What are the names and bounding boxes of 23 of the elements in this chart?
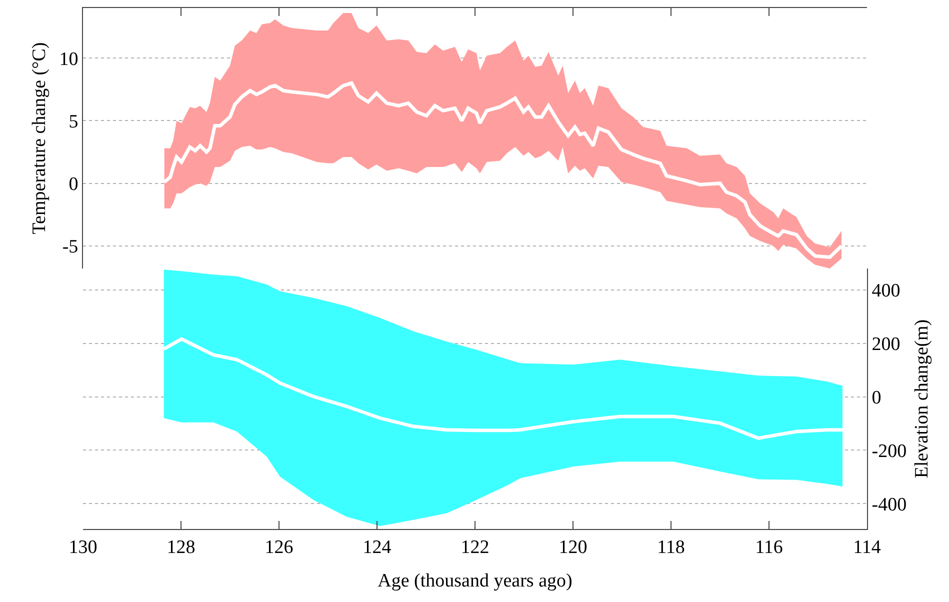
y2-tick-label: 200 (872, 334, 900, 355)
x-tick-label: 114 (853, 536, 882, 558)
line-series (162, 337, 844, 440)
x-axis-title: Age (thousand years ago) (378, 570, 572, 592)
y-tick-label: 0 (68, 174, 78, 195)
x-tick-label: 122 (460, 536, 490, 558)
y2-tick-label: 0 (872, 387, 882, 408)
x-tick-label: 126 (264, 536, 294, 558)
x-tick-label: 130 (68, 536, 98, 558)
y2-tick-label: 400 (872, 280, 900, 302)
x-tick-label: 118 (657, 536, 685, 558)
x-tick-label: 120 (558, 536, 588, 558)
line-series (162, 81, 844, 259)
x-tick-label: 124 (362, 536, 392, 558)
y-tick-label: 10 (59, 48, 78, 70)
x-tick-label: 116 (755, 536, 783, 558)
y-axis-title: Temperature change (°C) (29, 42, 50, 234)
y2-tick-label: -400 (872, 494, 907, 516)
y2-axis-title: Elevation change(m) (911, 319, 932, 478)
y-tick-label: -5 (62, 236, 78, 258)
y2-tick-label: -200 (872, 440, 907, 462)
x-tick-label: 128 (166, 536, 196, 558)
y-tick-label: 5 (68, 111, 78, 132)
